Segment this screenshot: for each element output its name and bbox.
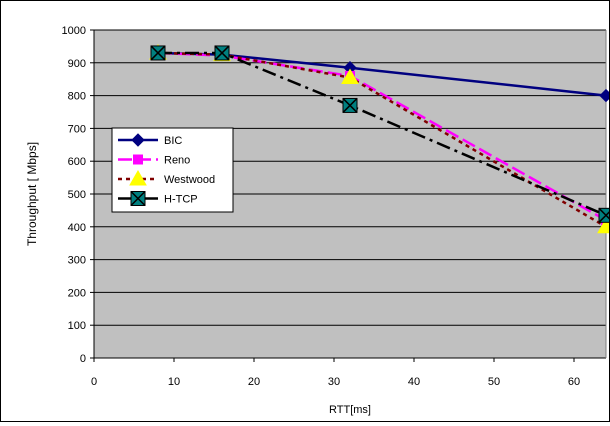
- legend-label-reno: Reno: [164, 155, 190, 167]
- legend-marker-reno: [133, 154, 143, 165]
- y-tick-label: 300: [68, 255, 86, 267]
- data-point-h-tcp: [150, 45, 166, 61]
- legend: BIC Reno Westwood H-TCP: [111, 127, 234, 213]
- y-tick-label: 600: [68, 156, 86, 168]
- y-tick-label: 400: [68, 222, 86, 234]
- y-tick-label: 0: [80, 353, 86, 365]
- series-layer: [149, 43, 610, 234]
- legend-marker-h-tcp: [130, 190, 146, 207]
- legend-label-h-tcp: H-TCP: [164, 194, 198, 206]
- y-axis-label: Throughput [ Mbps]: [25, 142, 39, 246]
- data-point-westwood: [341, 68, 359, 85]
- legend-label-bic: BIC: [164, 135, 182, 147]
- data-point-h-tcp: [214, 45, 230, 61]
- x-tick-labels: 0 10 20 30 40 50 60: [91, 376, 580, 388]
- series-line-h-tcp: [158, 51, 607, 217]
- y-tick-label: 500: [68, 189, 86, 201]
- y-tick-label: 200: [68, 287, 86, 299]
- data-point-bic: [599, 88, 610, 103]
- data-point-h-tcp: [598, 207, 610, 223]
- x-tick-label: 0: [91, 376, 97, 388]
- x-tick-label: 10: [168, 376, 180, 388]
- x-axis-label: RTT[ms]: [329, 404, 371, 416]
- legend-label-westwood: Westwood: [164, 174, 215, 186]
- series-h-tcp: [150, 45, 610, 223]
- x-tick-label: 50: [488, 376, 500, 388]
- gridlines: [90, 29, 606, 362]
- y-tick-label: 900: [68, 58, 86, 70]
- legend-marker-bic: [131, 133, 145, 147]
- y-tick-labels: 0 100 200 300 400 500 600 700 800 900 1000: [62, 25, 86, 365]
- y-tick-label: 100: [68, 320, 86, 332]
- y-tick-label: 700: [68, 123, 86, 135]
- legend-marker-westwood: [129, 169, 147, 186]
- x-tick-label: 60: [568, 376, 580, 388]
- axes: [93, 30, 607, 359]
- data-point-h-tcp: [342, 97, 358, 113]
- x-tick-label: 30: [328, 376, 340, 388]
- y-tick-label: 800: [68, 91, 86, 103]
- x-tick-label: 20: [248, 376, 260, 388]
- y-tick-label: 1000: [62, 25, 86, 37]
- x-tick-label: 40: [408, 376, 420, 388]
